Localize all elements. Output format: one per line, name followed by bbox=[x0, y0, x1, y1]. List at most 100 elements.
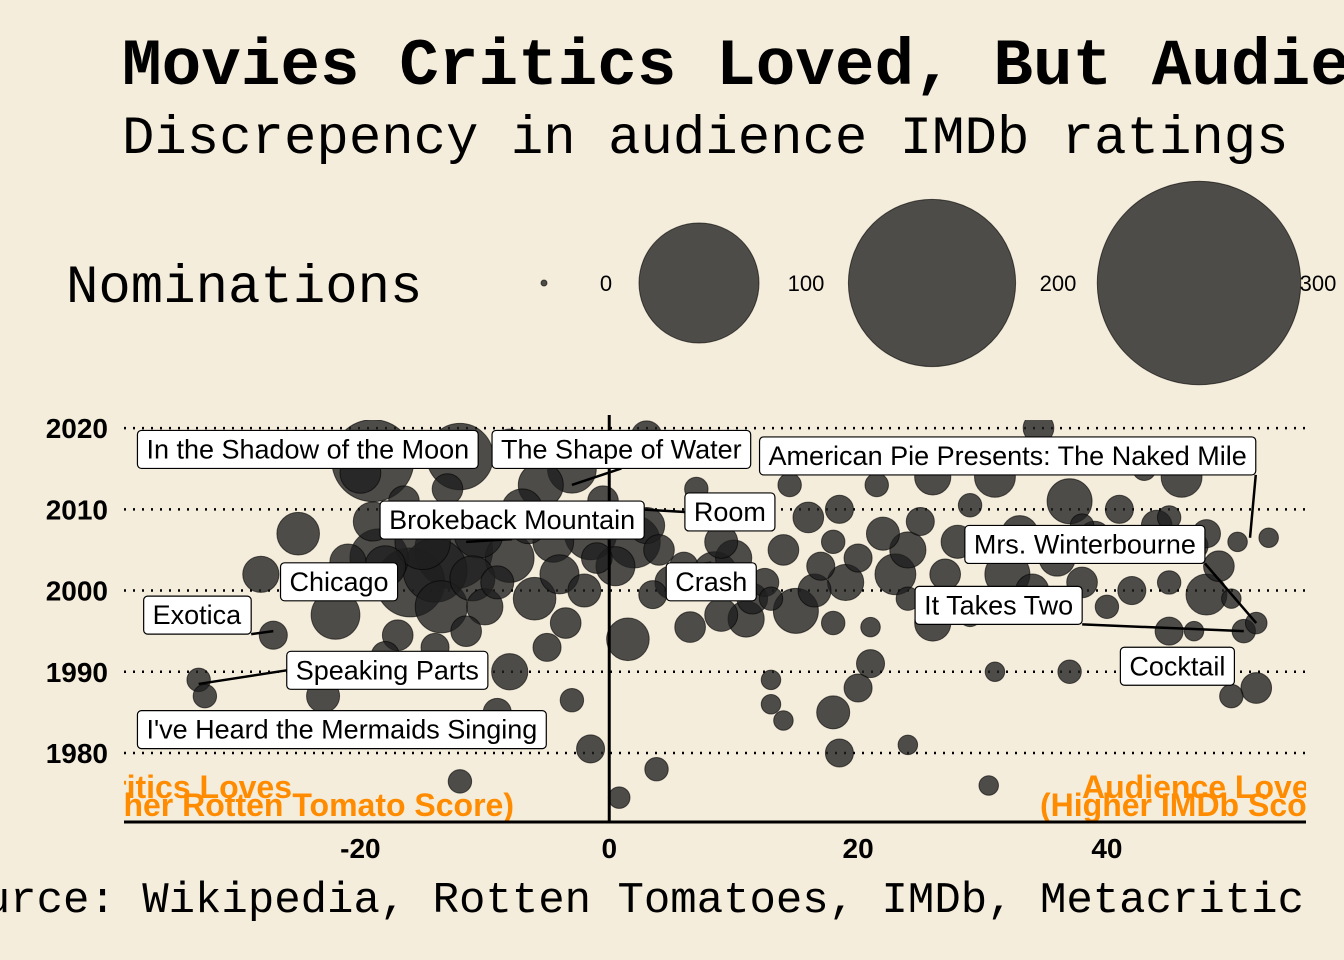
movie-label-text: It Takes Two bbox=[924, 590, 1073, 620]
movie-label-text: In the Shadow of the Moon bbox=[146, 434, 469, 464]
movie-label-text: Crash bbox=[675, 567, 747, 597]
size-legend: Nominations 0 100 200 300 bbox=[66, 180, 1337, 386]
bubble-point bbox=[431, 473, 464, 505]
bubble-point bbox=[905, 506, 935, 537]
bubble-point bbox=[1156, 570, 1182, 595]
leader-line bbox=[640, 508, 685, 514]
bubble-point bbox=[767, 534, 800, 566]
bubble-point bbox=[644, 756, 669, 782]
bubble-point bbox=[1154, 616, 1184, 646]
bubble-point bbox=[984, 661, 1006, 683]
movie-label-box bbox=[379, 500, 645, 540]
movie-label: Speaking Parts bbox=[286, 650, 489, 690]
movie-label-text: Room bbox=[694, 497, 766, 527]
x-axis-ticks: -20 0 20 40 bbox=[340, 833, 1122, 864]
movie-label: I've Heard the Mermaids Singing bbox=[136, 710, 547, 750]
bubble-point bbox=[1104, 494, 1134, 524]
movie-label: Room bbox=[684, 492, 776, 532]
bubble-point bbox=[559, 687, 585, 713]
movie-label-box bbox=[136, 710, 547, 750]
bubble-point bbox=[864, 472, 889, 498]
bubble-point bbox=[777, 472, 802, 498]
legend-label: 0 bbox=[600, 271, 612, 296]
x-tick-label: -20 bbox=[340, 833, 380, 864]
movie-label-box bbox=[758, 436, 1257, 476]
movie-label-text: American Pie Presents: The Naked Mile bbox=[769, 441, 1247, 471]
x-tick-label: 40 bbox=[1091, 833, 1122, 864]
movie-label: Chicago bbox=[279, 562, 399, 602]
bubble-point bbox=[824, 738, 854, 768]
bubble-point bbox=[1094, 594, 1120, 620]
x-tick-label: 0 bbox=[601, 833, 617, 864]
leader-line bbox=[1082, 623, 1244, 633]
x-tick-label: 20 bbox=[843, 833, 874, 864]
legend-bubble bbox=[638, 222, 760, 344]
legend-label: 200 bbox=[1040, 271, 1077, 296]
annotation-left: Critics Loves(Higher Rotten Tomato Score… bbox=[124, 769, 514, 822]
bubble-point bbox=[824, 494, 854, 524]
movie-label: It Takes Two bbox=[914, 585, 1083, 625]
movie-label-box bbox=[684, 492, 776, 532]
bubble-point bbox=[242, 555, 280, 593]
bubble-point bbox=[978, 775, 999, 796]
bubble-point bbox=[491, 653, 529, 691]
leader-line bbox=[1203, 562, 1258, 624]
bubble-point bbox=[957, 493, 983, 518]
bubble-point bbox=[576, 734, 606, 764]
bubble-point bbox=[806, 551, 836, 581]
bubble-point bbox=[1258, 527, 1279, 549]
movie-label-text: Chicago bbox=[290, 567, 389, 597]
bubble-point bbox=[532, 632, 562, 662]
legend-label: 300 bbox=[1300, 271, 1337, 296]
y-tick-label: 2010 bbox=[46, 494, 108, 525]
movie-label-box bbox=[143, 595, 252, 635]
bubble-point bbox=[792, 501, 825, 534]
bubble-point bbox=[843, 543, 873, 573]
legend-bubble bbox=[1096, 180, 1302, 386]
movie-label: Brokeback Mountain bbox=[379, 500, 645, 540]
leader-line bbox=[1248, 474, 1258, 538]
bubble-point bbox=[865, 516, 900, 551]
bubble-point bbox=[1183, 620, 1205, 642]
movie-label-box bbox=[665, 562, 757, 602]
leader-line bbox=[251, 629, 274, 636]
movie-label-box bbox=[286, 650, 489, 690]
bubble-point bbox=[480, 565, 515, 600]
movie-label-box bbox=[136, 429, 479, 470]
bubble-point bbox=[860, 616, 881, 638]
bubble-point bbox=[1221, 588, 1242, 609]
movie-label: Crash bbox=[665, 562, 757, 602]
y-tick-label: 2020 bbox=[46, 413, 108, 444]
bubble-point bbox=[447, 769, 473, 794]
movie-label: In the Shadow of the Moon bbox=[136, 429, 479, 470]
movie-label: American Pie Presents: The Naked Mile bbox=[758, 436, 1257, 476]
movie-label: The Shape of Water bbox=[491, 429, 752, 470]
y-axis-ticks: 1980 1990 2000 2010 2020 bbox=[46, 413, 108, 769]
chart-title: Movies Critics Loved, But Audiences Didn… bbox=[122, 29, 1344, 104]
movie-label-text: The Shape of Water bbox=[501, 434, 742, 464]
bubble-point bbox=[192, 683, 218, 709]
movie-label-box bbox=[914, 585, 1083, 625]
y-tick-label: 1980 bbox=[46, 738, 108, 769]
bubble-point bbox=[1057, 659, 1082, 684]
bubble-point bbox=[889, 531, 927, 569]
bubble-point bbox=[1117, 576, 1147, 606]
movie-label-box bbox=[491, 429, 752, 470]
movie-label-box bbox=[964, 524, 1206, 565]
plot-area: Critics Loves(Higher Rotten Tomato Score… bbox=[46, 413, 1306, 864]
movie-label-text: Brokeback Mountain bbox=[389, 505, 635, 535]
quadrant-annotations: Critics Loves(Higher Rotten Tomato Score… bbox=[124, 769, 1306, 822]
annotation-right: Audience Loves(Higher IMDb Score) bbox=[1040, 769, 1306, 822]
bubble-point bbox=[820, 610, 846, 636]
legend-label: 100 bbox=[788, 271, 825, 296]
bubble-point bbox=[758, 586, 784, 611]
bubble-point bbox=[580, 542, 613, 574]
movie-label: Exotica bbox=[143, 595, 252, 635]
leader-line bbox=[571, 467, 622, 487]
legend-bubble bbox=[847, 198, 1017, 368]
bubble-point bbox=[567, 573, 602, 608]
movie-labels: In the Shadow of the Moon The Shape of Wa… bbox=[136, 429, 1257, 750]
bubble-point bbox=[897, 734, 919, 756]
bubble-point bbox=[760, 693, 782, 715]
movie-label-text: Mrs. Winterbourne bbox=[974, 529, 1196, 559]
